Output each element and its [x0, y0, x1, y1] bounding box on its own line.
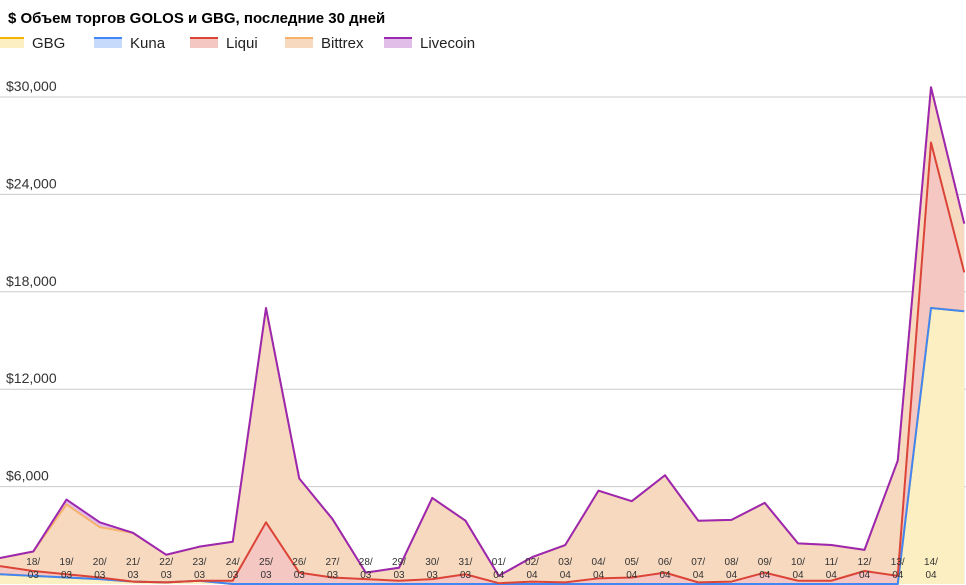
x-tick-label: 26/03	[292, 557, 306, 581]
x-tick-label: 24/03	[226, 557, 240, 581]
legend-label: Bittrex	[321, 35, 364, 52]
x-tick-label: 14/04	[924, 557, 938, 581]
area-liqui	[0, 142, 965, 584]
legend-swatch	[384, 37, 412, 48]
legend-swatch	[285, 37, 313, 48]
x-tick-label: 08/04	[725, 557, 739, 581]
y-tick-label: $12,000	[6, 370, 57, 386]
y-axis-ticks: $6,000 $12,000 $18,000 $24,000 $30,000	[6, 78, 57, 484]
x-tick-label: 23/03	[193, 557, 207, 581]
x-tick-label: 11/04	[825, 557, 838, 581]
legend-label: Livecoin	[420, 35, 475, 52]
legend-item-bittrex[interactable]: Bittrex	[285, 35, 364, 52]
line-liqui	[0, 141, 966, 585]
x-tick-label: 20/03	[93, 557, 107, 581]
gridlines	[0, 96, 966, 488]
x-tick-label: 04/04	[592, 557, 606, 581]
series-areas	[0, 87, 965, 584]
y-tick-label: $18,000	[6, 273, 57, 289]
x-tick-label: 25/03	[259, 557, 273, 581]
legend-item-livecoin[interactable]: Livecoin	[384, 35, 475, 52]
x-tick-label: 07/04	[691, 557, 705, 581]
x-tick-label: 09/04	[758, 557, 772, 581]
x-tick-label: 18/03	[26, 557, 40, 581]
x-tick-label: 22/03	[159, 557, 173, 581]
line-livecoin	[0, 86, 966, 577]
x-tick-label: 10/04	[791, 557, 805, 581]
series-lines	[0, 86, 966, 585]
legend-item-kuna[interactable]: Kuna	[94, 35, 166, 52]
y-tick-label: $6,000	[6, 468, 49, 484]
legend-label: Liqui	[226, 35, 258, 52]
x-tick-label: 21/03	[126, 557, 140, 581]
x-tick-label: 28/03	[359, 557, 373, 581]
x-tick-label: 29/03	[392, 557, 406, 581]
legend-label: GBG	[32, 35, 65, 52]
legend-item-liqui[interactable]: Liqui	[190, 35, 258, 52]
area-livecoin	[0, 87, 965, 584]
x-tick-label: 01/04	[492, 557, 506, 581]
area-bittrex	[0, 87, 965, 584]
x-tick-label: 27/03	[326, 557, 340, 581]
x-tick-label: 02/04	[525, 557, 539, 581]
legend-swatch	[190, 37, 218, 48]
x-tick-label: 19/03	[60, 557, 74, 581]
x-tick-label: 06/04	[658, 557, 672, 581]
x-tick-label: 05/04	[625, 557, 639, 581]
legend-item-gbg[interactable]: GBG	[0, 35, 65, 52]
y-tick-label: $30,000	[6, 78, 57, 94]
legend: GBG Kuna Liqui Bittrex Livecoin	[0, 35, 475, 52]
legend-swatch	[0, 37, 24, 48]
chart-title: $ Объем торгов GOLOS и GBG, последние 30…	[8, 10, 385, 27]
legend-label: Kuna	[130, 35, 166, 52]
x-tick-label: 30/03	[425, 557, 439, 581]
legend-swatch	[94, 37, 122, 48]
x-tick-label: 31/03	[459, 557, 473, 581]
x-tick-label: 03/04	[558, 557, 572, 581]
x-tick-label: 12/04	[858, 557, 872, 581]
line-bittrex	[0, 86, 966, 577]
x-axis-ticks: 18/03 19/03 20/03 21/03 22/03 23/03 24/03 25/03…	[26, 557, 938, 581]
x-tick-label: 13/04	[891, 557, 905, 581]
y-tick-label: $24,000	[6, 175, 57, 191]
